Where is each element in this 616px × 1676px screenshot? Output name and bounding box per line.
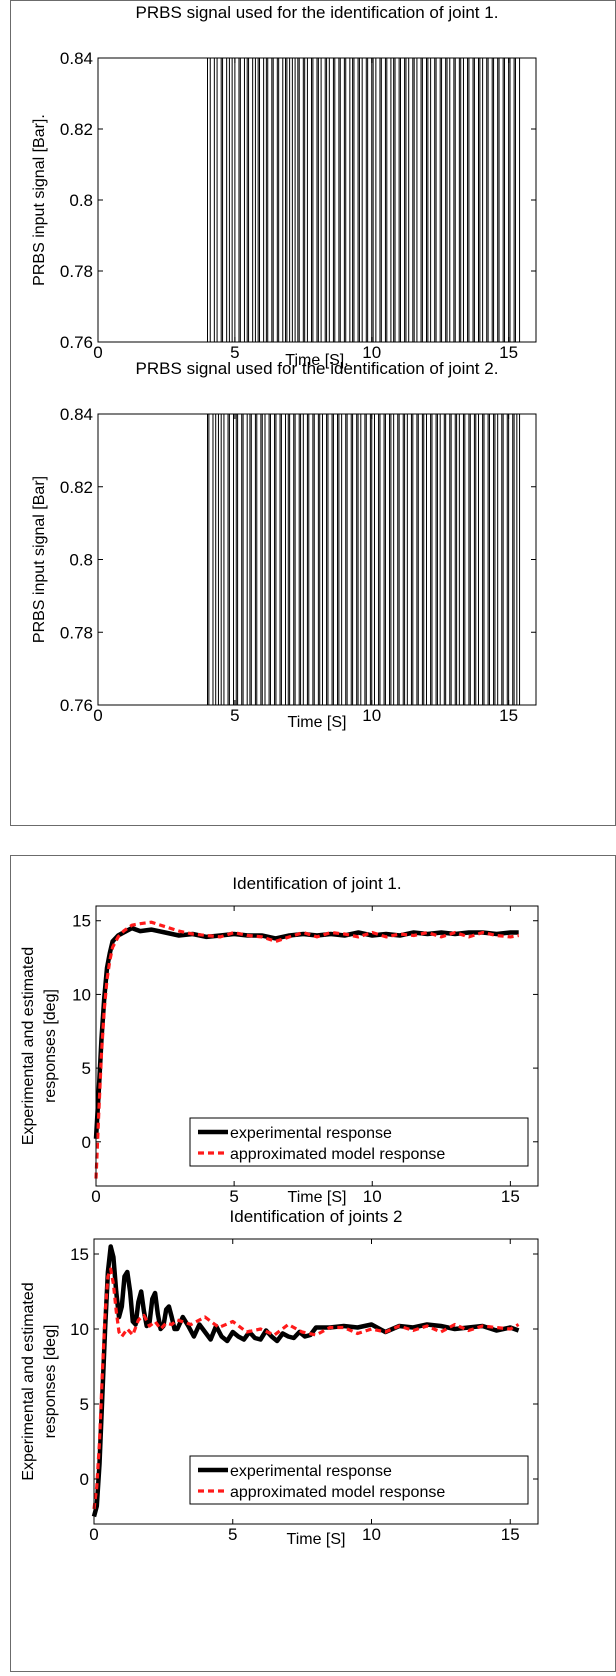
x-axis-label: Time [S] — [287, 1531, 346, 1548]
x-tick-label: 10 — [362, 343, 381, 362]
x-axis-label: Time [S]. — [285, 352, 348, 369]
y-tick-label: 10 — [70, 1320, 89, 1339]
x-tick-label: 15 — [501, 1187, 520, 1206]
x-tick-label: 15 — [499, 343, 518, 362]
legend-label-model: approximated model response — [230, 1484, 445, 1501]
legend: experimental response approximated model … — [189, 1117, 529, 1167]
y-tick-label: 5 — [82, 1059, 91, 1078]
model-response-line — [94, 920, 519, 1179]
y-axis-label: responses [deg] — [42, 1325, 59, 1439]
x-tick-label: 15 — [501, 1525, 520, 1544]
y-tick-label: 0.78 — [60, 623, 93, 642]
x-tick-label: 0 — [91, 1187, 100, 1206]
legend-label-experimental: experimental response — [230, 1463, 392, 1480]
experimental-response-line — [91, 1244, 520, 1518]
y-axis-label: Experimental and estimated — [20, 1282, 37, 1480]
chart-4: Identification of joints 2 0 5 10 15 0 5 10 15 Ti… — [20, 1207, 539, 1548]
x-axis-label: Time [S] — [288, 714, 347, 731]
y-tick-label: 0 — [82, 1133, 91, 1152]
y-tick-label: 0.78 — [60, 262, 93, 281]
y-tick-label: 5 — [80, 1395, 89, 1414]
y-tick-label: 0.84 — [60, 49, 93, 68]
legend-box — [189, 1117, 529, 1167]
identification-figure-svg: Identification of joint 1. 0 5 10 15 0 5 10 15 Ti… — [20, 874, 539, 1548]
y-tick-label: 0 — [80, 1470, 89, 1489]
y-tick-label: 0.8 — [69, 191, 93, 210]
x-tick-label: 10 — [362, 1525, 381, 1544]
plot-frame — [93, 1238, 539, 1525]
x-tick-label: 0 — [93, 343, 102, 362]
legend: experimental response approximated model … — [189, 1455, 529, 1505]
x-tick-label: 5 — [230, 343, 239, 362]
y-axis-label: PRBS input signal [Bar]. — [31, 114, 48, 286]
chart-title: PRBS signal used for the identification … — [136, 359, 499, 378]
x-tick-label: 5 — [230, 706, 239, 725]
y-tick-label: 0.84 — [60, 405, 93, 424]
y-tick-label: 0.82 — [60, 478, 93, 497]
legend-label-experimental: experimental response — [230, 1125, 392, 1142]
x-tick-label: 5 — [229, 1187, 238, 1206]
chart-title: Identification of joints 2 — [230, 1207, 403, 1226]
y-axis-label: PRBS input signal [Bar] — [31, 476, 48, 643]
x-tick-label: 0 — [93, 706, 102, 725]
y-tick-label: 0.76 — [60, 333, 93, 352]
y-axis-label: responses [deg] — [42, 989, 59, 1103]
prbs-figure-panel: PRBS signal used for the identification … — [10, 0, 616, 826]
chart-2: PRBS signal used for the identification … — [31, 359, 537, 731]
x-tick-label: 0 — [89, 1525, 98, 1544]
legend-box — [189, 1455, 529, 1505]
x-tick-label: 10 — [363, 1187, 382, 1206]
legend-label-model: approximated model response — [230, 1146, 445, 1163]
prbs-signal-line — [98, 414, 521, 706]
x-tick-label: 5 — [228, 1525, 237, 1544]
chart-1: PRBS signal used for the identification … — [31, 3, 537, 369]
y-tick-label: 0.82 — [60, 120, 93, 139]
y-tick-label: 0.8 — [69, 551, 93, 570]
plot-frame — [95, 905, 539, 1187]
y-tick-label: 0.76 — [60, 696, 93, 715]
chart-title: PRBS signal used for the identification … — [136, 3, 499, 22]
y-tick-label: 15 — [72, 912, 91, 931]
chart-3: Identification of joint 1. 0 5 10 15 0 5 10 15 Ti… — [20, 874, 539, 1206]
experimental-response-line — [93, 925, 519, 1139]
x-axis-label: Time [S] — [288, 1189, 347, 1206]
chart-title: Identification of joint 1. — [232, 874, 401, 893]
x-tick-label: 10 — [362, 706, 381, 725]
prbs-signal-line — [98, 58, 521, 343]
prbs-figure-svg: PRBS signal used for the identification … — [31, 3, 537, 731]
y-tick-label: 10 — [72, 985, 91, 1004]
y-axis-label: Experimental and estimated — [20, 947, 37, 1145]
y-tick-label: 15 — [70, 1245, 89, 1264]
identification-figure-panel: Identification of joint 1. 0 5 10 15 0 5 10 15 Ti… — [10, 855, 616, 1672]
x-tick-label: 15 — [499, 706, 518, 725]
